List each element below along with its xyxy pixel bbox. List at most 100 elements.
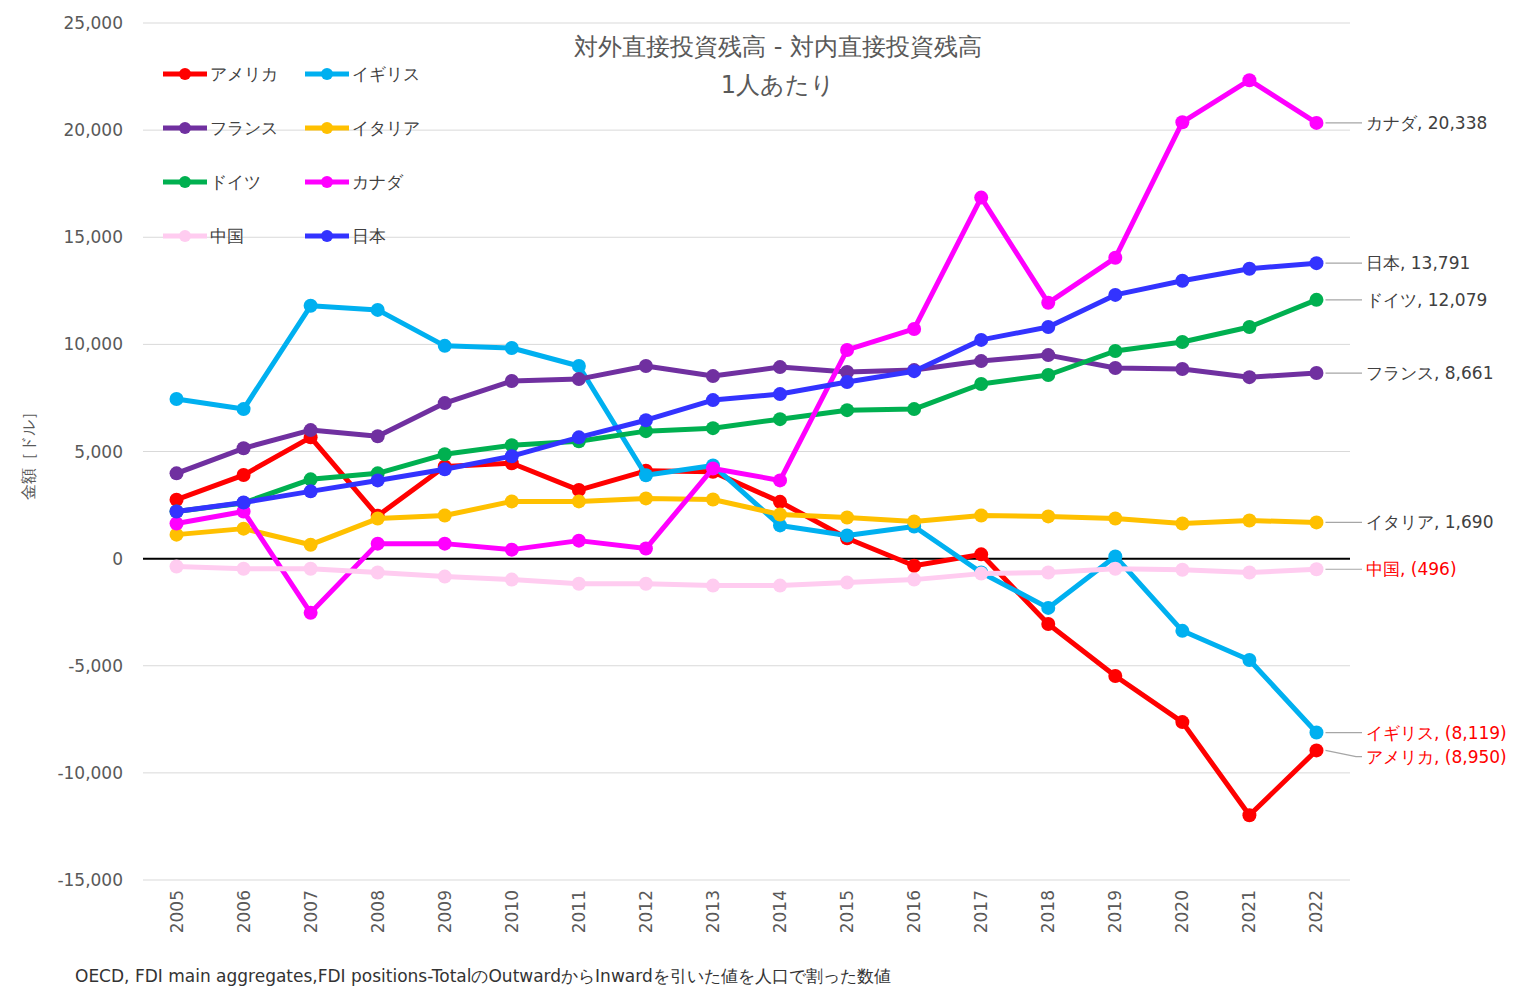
point [1041,296,1055,310]
point [1242,262,1256,276]
grid-line [143,558,1350,559]
grid-line [143,880,1350,881]
point [773,507,787,521]
point [1041,509,1055,523]
y-tick-label: 5,000 [74,442,123,462]
x-tick-label: 2010 [502,890,522,933]
point [438,447,452,461]
point [840,510,854,524]
x-tick-label: 2015 [837,890,857,933]
point [572,372,586,386]
point [438,396,452,410]
point [907,322,921,336]
x-tick-label: 2014 [770,890,790,933]
series-line [177,498,1317,544]
point [1242,370,1256,384]
point [1041,348,1055,362]
point [1108,669,1122,683]
point [1242,73,1256,87]
point [304,538,318,552]
point [170,504,184,518]
point [706,393,720,407]
series [170,491,1324,551]
point [907,559,921,573]
point [438,462,452,476]
leader-line [1325,750,1362,756]
point [1041,601,1055,615]
point [1175,335,1189,349]
leader-line [1325,732,1362,733]
legend-label: フランス [210,118,278,138]
point [438,339,452,353]
x-tick-label: 2011 [569,890,589,933]
series [170,560,1324,593]
legend-swatch [321,122,333,134]
data-label: 中国, (496) [1366,559,1457,579]
point [237,522,251,536]
point [1175,274,1189,288]
point [974,333,988,347]
point [974,354,988,368]
legend-label: 日本 [352,226,386,246]
point [974,509,988,523]
point [572,430,586,444]
point [371,429,385,443]
point [1175,516,1189,530]
point [1175,115,1189,129]
data-label: カナダ, 20,338 [1366,113,1487,133]
point [505,573,519,587]
point [572,577,586,591]
point [840,528,854,542]
point [1041,368,1055,382]
legend-swatch [179,122,191,134]
point [1108,549,1122,563]
point [371,473,385,487]
series-line [177,355,1317,473]
legend-label: 中国 [210,226,244,246]
point [1175,362,1189,376]
point [1309,366,1323,380]
legend-swatch [179,230,191,242]
y-tick-label: -15,000 [57,870,123,890]
y-tick-label: 25,000 [64,13,123,33]
point [773,360,787,374]
grid-line [143,665,1350,666]
point [304,472,318,486]
point [170,504,184,518]
data-labels: カナダ, 20,338日本, 13,791ドイツ, 12,079フランス, 8,… [1325,113,1506,767]
point [1309,256,1323,270]
point [505,494,519,508]
legend: アメリカイギリスフランスイタリアドイツカナダ中国日本 [163,64,420,246]
data-label: ドイツ, 12,079 [1366,290,1487,310]
point [572,359,586,373]
point [974,547,988,561]
point [1242,513,1256,527]
y-tick-label: 0 [112,549,123,569]
point [840,403,854,417]
point [773,412,787,426]
point [907,402,921,416]
data-label: 日本, 13,791 [1366,253,1470,273]
legend-swatch [321,68,333,80]
point [1242,566,1256,580]
legend-swatch [321,230,333,242]
point [1175,563,1189,577]
point [304,562,318,576]
point [304,299,318,313]
point [1108,361,1122,375]
leader-line [1325,522,1362,523]
point [639,542,653,556]
point [706,369,720,383]
point [1309,562,1323,576]
point [773,387,787,401]
background [0,0,1526,997]
x-axis: 2005200620072008200920102011201220132014… [167,890,1327,933]
legend-label: ドイツ [210,172,261,192]
legend-swatch [179,68,191,80]
point [505,374,519,388]
leader-line [1325,372,1362,373]
subtitle: 1人あたり [721,71,835,99]
leader-line [1325,299,1362,300]
leader-line [1325,122,1362,123]
grid-line [143,23,1350,24]
